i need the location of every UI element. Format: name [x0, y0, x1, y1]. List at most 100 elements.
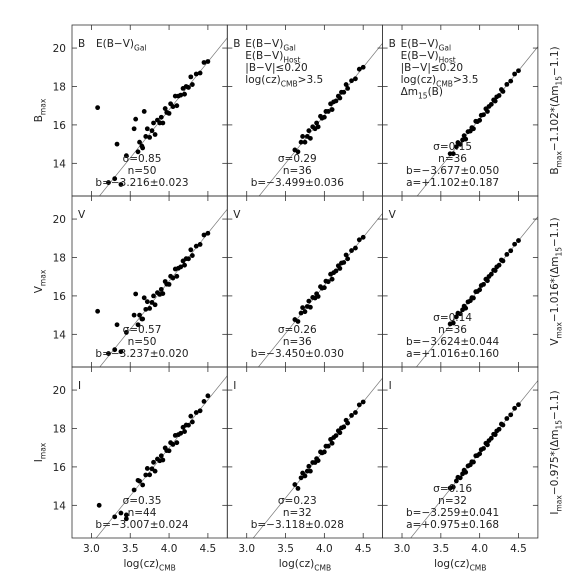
x-tick-label: 3.5 [122, 543, 139, 555]
y-axis-title-part: I [33, 459, 45, 462]
panel-label: V [78, 209, 86, 221]
data-point [140, 145, 146, 151]
data-point [131, 487, 137, 493]
fit-stat: n=36 [283, 165, 312, 177]
data-point [298, 475, 304, 481]
panel-label: I [389, 380, 392, 392]
fit-stat: b=−3.677±0.050 [406, 165, 499, 177]
data-point [302, 139, 308, 145]
data-point [158, 286, 164, 292]
annotation-part: E(B−V) [401, 50, 439, 62]
y-axis-title: Bmax [33, 98, 48, 122]
panel [258, 43, 383, 196]
data-point [337, 430, 343, 436]
data-point [193, 410, 199, 415]
fit-line [258, 43, 383, 196]
data-point [193, 71, 199, 77]
data-point [118, 510, 124, 516]
data-point [343, 252, 349, 258]
data-point [131, 126, 137, 132]
data-point [307, 135, 313, 141]
data-point [477, 117, 483, 123]
data-point [471, 126, 476, 132]
data-point [141, 295, 147, 301]
y2-axis-title-part: B [549, 167, 561, 174]
data-point [295, 319, 301, 324]
data-point [114, 322, 120, 328]
data-point [333, 433, 339, 438]
data-point [186, 256, 191, 262]
data-point [178, 264, 184, 270]
y2-axis-title: Vmax−1.016*(Δm15−1.1) [549, 217, 564, 345]
data-point [306, 128, 312, 134]
data-point [178, 430, 184, 436]
data-point [118, 182, 124, 187]
data-point [137, 478, 142, 484]
annotation: log(cz)CMB>3.5 [401, 74, 479, 89]
data-point [201, 60, 207, 65]
data-point [450, 320, 456, 326]
fit-stat: n=36 [438, 324, 467, 336]
annotation-part: Gal [283, 44, 296, 53]
data-point [186, 85, 191, 90]
data-point [516, 402, 521, 408]
data-point [295, 149, 301, 155]
y-tick-label: 20 [53, 385, 66, 397]
data-point [349, 78, 354, 84]
annotation-part: Host [283, 56, 300, 65]
data-point [295, 486, 301, 491]
x-axis-title-part: log(cz) [434, 558, 469, 570]
y-tick-label: 18 [53, 423, 66, 435]
data-point [504, 81, 510, 87]
x-axis-title-part: CMB [159, 564, 176, 573]
data-point [492, 268, 498, 273]
data-point [353, 76, 358, 82]
annotation: E(B−V)Host [401, 50, 456, 65]
data-point [158, 114, 164, 120]
y-tick-label: 14 [53, 500, 67, 512]
data-point [329, 440, 335, 446]
data-point [151, 120, 156, 126]
data-point [333, 98, 339, 104]
data-point [485, 442, 490, 448]
data-point [133, 116, 139, 122]
data-point [485, 278, 490, 284]
fit-stat: σ=0.14 [433, 312, 472, 324]
data-point [189, 253, 195, 258]
panel [252, 377, 383, 538]
fit-stat: σ=0.23 [278, 495, 317, 507]
y-axis-title-part: max [39, 98, 48, 115]
x-tick-label: 3.0 [83, 543, 100, 555]
data-point [349, 413, 354, 418]
x-axis-title: log(cz)CMB [434, 558, 486, 573]
data-point [298, 310, 304, 316]
data-point [147, 134, 153, 140]
data-point [508, 78, 514, 84]
data-point [463, 136, 469, 142]
data-point [488, 101, 494, 107]
data-point [325, 279, 331, 285]
data-point [135, 149, 141, 155]
y-tick-label: 16 [53, 291, 67, 303]
y-tick-label: 14 [53, 329, 67, 341]
panel [257, 213, 383, 367]
x-axis-title: log(cz)CMB [123, 558, 175, 573]
data-point [152, 302, 158, 308]
data-point [349, 248, 354, 253]
panel [95, 208, 228, 367]
annotation-part: log(cz) [401, 74, 436, 86]
y-tick-label: 14 [53, 158, 67, 170]
annotation-part: |B−V|≤0.20 [401, 62, 463, 74]
panel [415, 216, 538, 367]
fit-stat: n=50 [128, 165, 157, 177]
data-point [457, 311, 463, 317]
data-point [343, 82, 349, 87]
data-point [481, 446, 486, 451]
data-point [325, 443, 331, 449]
y-tick-label: 20 [53, 43, 66, 55]
data-point [140, 316, 146, 322]
data-point [508, 248, 514, 254]
y2-axis-title-part: −1.1) [549, 46, 561, 76]
data-point [341, 260, 347, 265]
